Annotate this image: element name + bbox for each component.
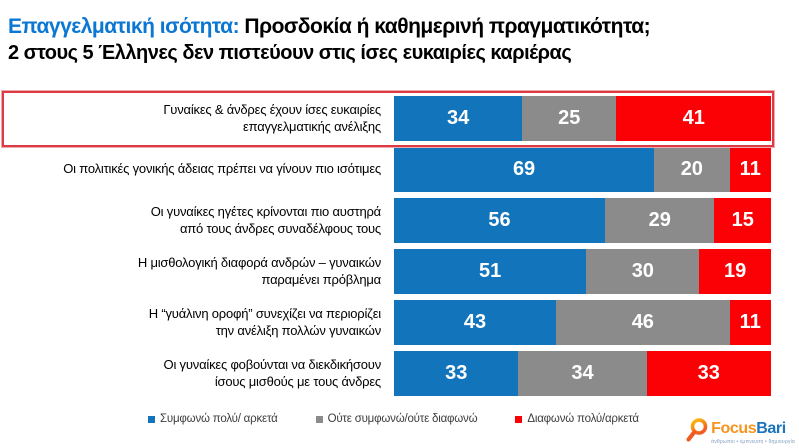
stacked-bar: 34 25 41 bbox=[394, 96, 771, 141]
chart-row: Οι γυναίκες φοβούνται να διεκδικήσουν ίσ… bbox=[2, 348, 774, 399]
logo-wordmark: FocusBari bbox=[711, 421, 786, 437]
logo-word-bari: Bari bbox=[756, 420, 786, 437]
bar-segment: 43 bbox=[394, 300, 557, 345]
bar-segment: 20 bbox=[654, 147, 730, 192]
bar-segment: 11 bbox=[729, 147, 771, 192]
bar-segment: 29 bbox=[605, 198, 715, 243]
magnifier-icon bbox=[686, 418, 708, 442]
logo-tagline: άνθρωποι • έμπνευση • δημιουργία bbox=[711, 439, 795, 445]
title-topic: Επαγγελματική ισότητα: bbox=[8, 15, 240, 38]
legend-item-neutral: Ούτε συμφωνώ/ούτε διαφωνώ bbox=[315, 413, 478, 425]
logo-text: FocusBari άνθρωποι • έμπνευση • δημιουργ… bbox=[711, 421, 795, 446]
bar-segment: 56 bbox=[394, 198, 606, 243]
bar-segment: 25 bbox=[522, 96, 617, 141]
title-line-1: Επαγγελματική ισότητα: Προσδοκία ή καθημ… bbox=[8, 13, 651, 40]
row-label: Οι γυναίκες ηγέτες κρίνονται πιο αυστηρά… bbox=[150, 203, 381, 236]
legend-label-agree: Συμφωνώ πολύ/ αρκετά bbox=[160, 413, 278, 425]
legend-item-agree: Συμφωνώ πολύ/ αρκετά bbox=[148, 413, 278, 425]
row-label: Οι γυναίκες φοβούνται να διεκδικήσουν ίσ… bbox=[163, 356, 382, 389]
row-label: Η μισθολογική διαφορά ανδρών – γυναικών … bbox=[137, 254, 381, 287]
bar-segment: 46 bbox=[556, 300, 730, 345]
stacked-bar: 51 30 19 bbox=[394, 249, 771, 294]
bar-segment: 15 bbox=[714, 198, 771, 243]
stacked-bar-chart: Γυναίκες & άνδρες έχουν ίσες ευκαιρίες ε… bbox=[2, 91, 774, 399]
stacked-bar: 56 29 15 bbox=[394, 198, 771, 243]
legend-swatch-gray-icon bbox=[315, 415, 323, 423]
bar-segment: 19 bbox=[699, 249, 771, 294]
bar-segment: 11 bbox=[729, 300, 771, 345]
row-label: Η “γυάλινη οροφή” συνεχίζει να περιορίζε… bbox=[148, 305, 381, 338]
stacked-bar: 69 20 11 bbox=[394, 147, 771, 192]
row-label: Γυναίκες & άνδρες έχουν ίσες ευκαιρίες ε… bbox=[163, 101, 381, 134]
chart-row: Η “γυάλινη οροφή” συνεχίζει να περιορίζε… bbox=[2, 297, 774, 348]
page-title: Επαγγελματική ισότητα: Προσδοκία ή καθημ… bbox=[8, 13, 651, 66]
legend-swatch-blue-icon bbox=[148, 415, 155, 423]
title-subtitle: 2 στους 5 Έλληνες δεν πιστεύουν στις ίσε… bbox=[8, 42, 572, 65]
chart-row: Οι πολιτικές γονικής άδειας πρέπει να γί… bbox=[2, 144, 774, 195]
bar-segment: 34 bbox=[518, 351, 647, 396]
chart-row: Η μισθολογική διαφορά ανδρών – γυναικών … bbox=[2, 246, 774, 297]
stacked-bar: 43 46 11 bbox=[394, 300, 771, 345]
bar-segment: 34 bbox=[394, 96, 523, 141]
row-label: Οι πολιτικές γονικής άδειας πρέπει να γί… bbox=[63, 161, 381, 177]
chart-legend: Συμφωνώ πολύ/ αρκετά Ούτε συμφωνώ/ούτε δ… bbox=[148, 413, 639, 425]
bar-segment: 41 bbox=[616, 96, 771, 141]
chart-row: Γυναίκες & άνδρες έχουν ίσες ευκαιρίες ε… bbox=[2, 93, 774, 144]
bar-segment: 69 bbox=[394, 147, 655, 192]
bar-segment: 30 bbox=[586, 249, 700, 294]
stacked-bar: 33 34 33 bbox=[394, 351, 771, 396]
bar-segment: 33 bbox=[646, 351, 771, 396]
logo-word-focus: Focus bbox=[711, 420, 757, 437]
focusbari-logo: FocusBari άνθρωποι • έμπνευση • δημιουργ… bbox=[684, 417, 795, 445]
legend-item-disagree: Διαφωνώ πολύ/αρκετά bbox=[515, 413, 639, 425]
chart-rows: Γυναίκες & άνδρες έχουν ίσες ευκαιρίες ε… bbox=[2, 93, 774, 399]
bar-segment: 33 bbox=[394, 351, 519, 396]
legend-swatch-red-icon bbox=[515, 415, 523, 423]
legend-label-disagree: Διαφωνώ πολύ/αρκετά bbox=[527, 413, 639, 425]
title-question: Προσδοκία ή καθημερινή πραγματικότητα; bbox=[239, 15, 651, 38]
chart-row: Οι γυναίκες ηγέτες κρίνονται πιο αυστηρά… bbox=[2, 195, 774, 246]
legend-label-neutral: Ούτε συμφωνώ/ούτε διαφωνώ bbox=[327, 413, 478, 425]
bar-segment: 51 bbox=[394, 249, 587, 294]
